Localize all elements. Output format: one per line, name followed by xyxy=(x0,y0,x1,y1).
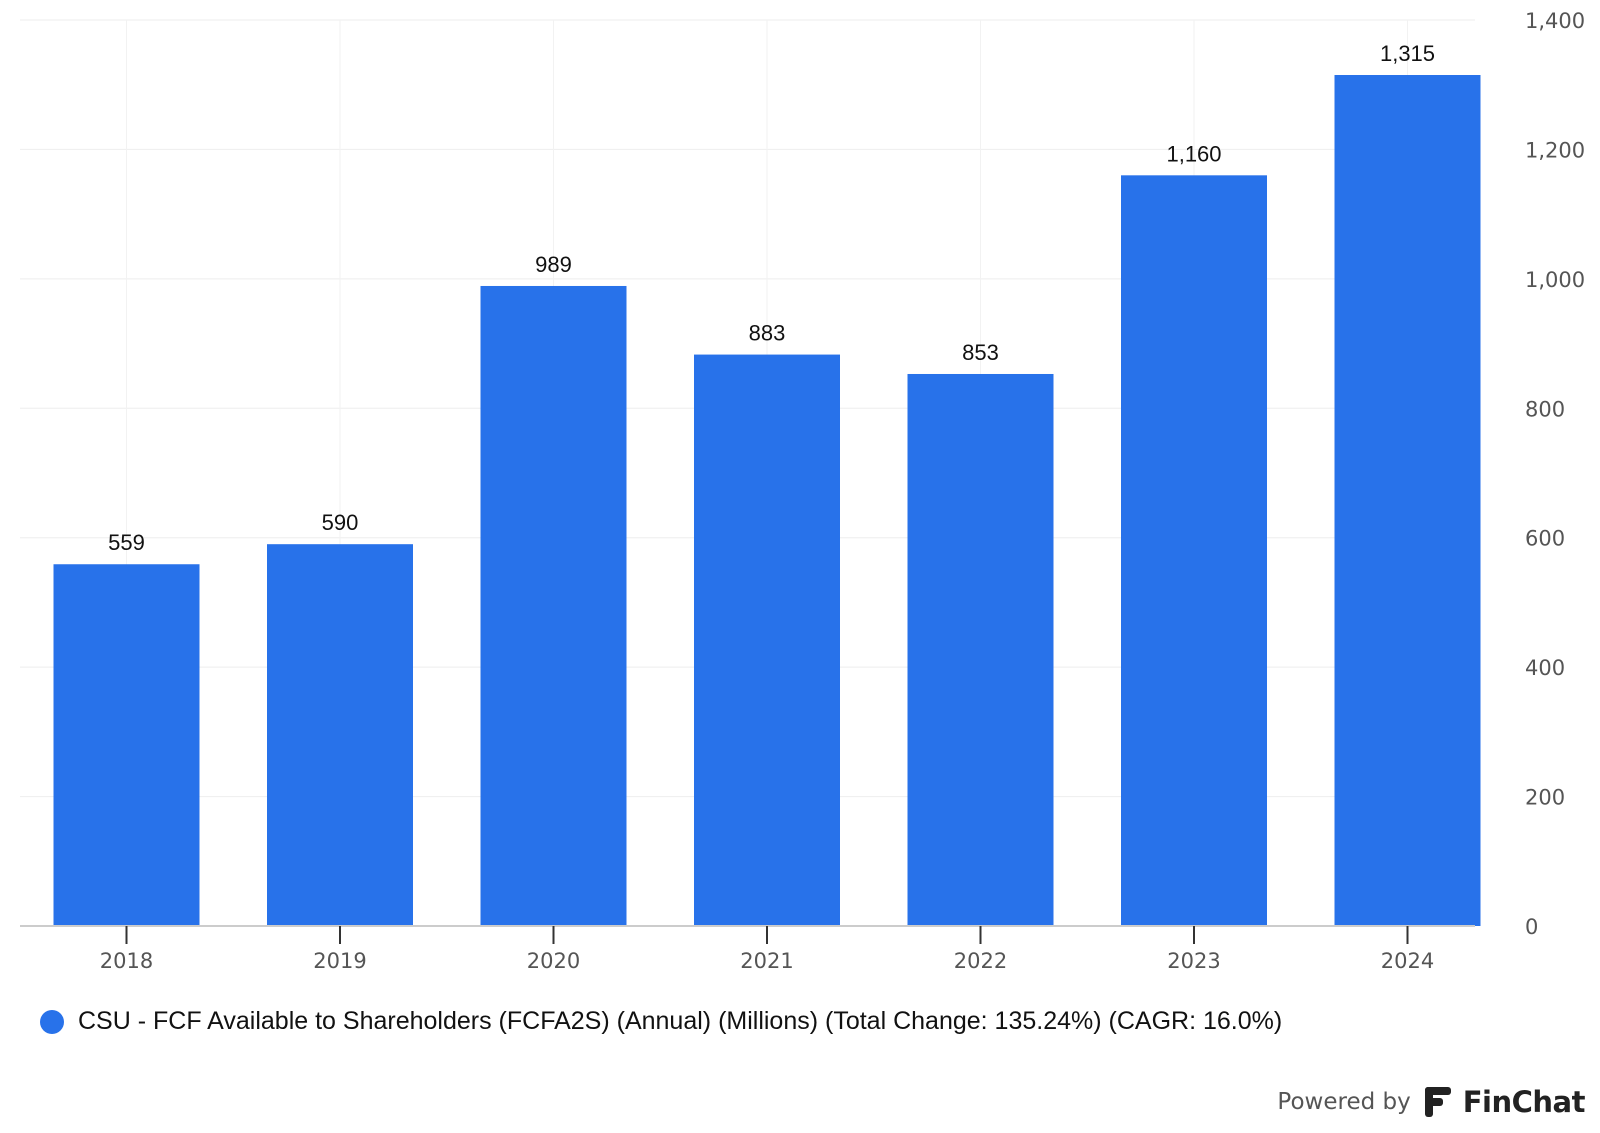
powered-by-footer: Powered by FinChat xyxy=(1277,1085,1585,1119)
y-tick-label: 200 xyxy=(1525,786,1565,810)
y-tick-label: 1,000 xyxy=(1525,268,1585,292)
data-label-2023: 1,160 xyxy=(1166,141,1221,166)
bar-2023 xyxy=(1121,175,1267,927)
bar-2019 xyxy=(267,544,413,926)
y-tick-label: 600 xyxy=(1525,527,1565,551)
x-tick-label: 2024 xyxy=(1381,949,1434,973)
y-tick-label: 1,200 xyxy=(1525,138,1585,162)
y-tick-label: 0 xyxy=(1525,915,1538,939)
data-label-2024: 1,315 xyxy=(1380,41,1435,66)
bar-2024 xyxy=(1334,75,1481,926)
data-label-2020: 989 xyxy=(535,252,572,277)
x-tick-label: 2021 xyxy=(740,949,793,973)
y-tick-label: 800 xyxy=(1525,397,1565,421)
data-label-2021: 883 xyxy=(749,321,786,346)
finchat-brand: FinChat xyxy=(1462,1085,1586,1119)
powered-by-text: Powered by xyxy=(1277,1089,1411,1115)
x-tick-label: 2022 xyxy=(954,949,1007,973)
bar-2022 xyxy=(907,373,1054,926)
x-tick-label: 2019 xyxy=(313,949,366,973)
data-label-2019: 590 xyxy=(322,510,359,535)
legend: CSU - FCF Available to Shareholders (FCF… xyxy=(40,1007,1282,1036)
bar-2020 xyxy=(480,285,627,926)
legend-dot-icon xyxy=(40,1009,64,1034)
x-tick-label: 2023 xyxy=(1167,949,1220,973)
x-tick-label: 2018 xyxy=(100,949,153,973)
x-tick-label: 2020 xyxy=(527,949,580,973)
data-label-2022: 853 xyxy=(962,340,999,365)
legend-label: CSU - FCF Available to Shareholders (FCF… xyxy=(78,1007,1283,1035)
data-label-2018: 559 xyxy=(108,530,145,555)
bar-2021 xyxy=(694,354,840,926)
bar-chart: 0 200 400 600 800 1,000 1,200 1,400 559 590 989 883… xyxy=(20,9,1585,973)
y-tick-label: 1,400 xyxy=(1525,9,1585,33)
y-tick-label: 400 xyxy=(1525,656,1565,680)
finchat-logo-icon xyxy=(1424,1087,1451,1117)
bar-2018 xyxy=(53,564,200,926)
